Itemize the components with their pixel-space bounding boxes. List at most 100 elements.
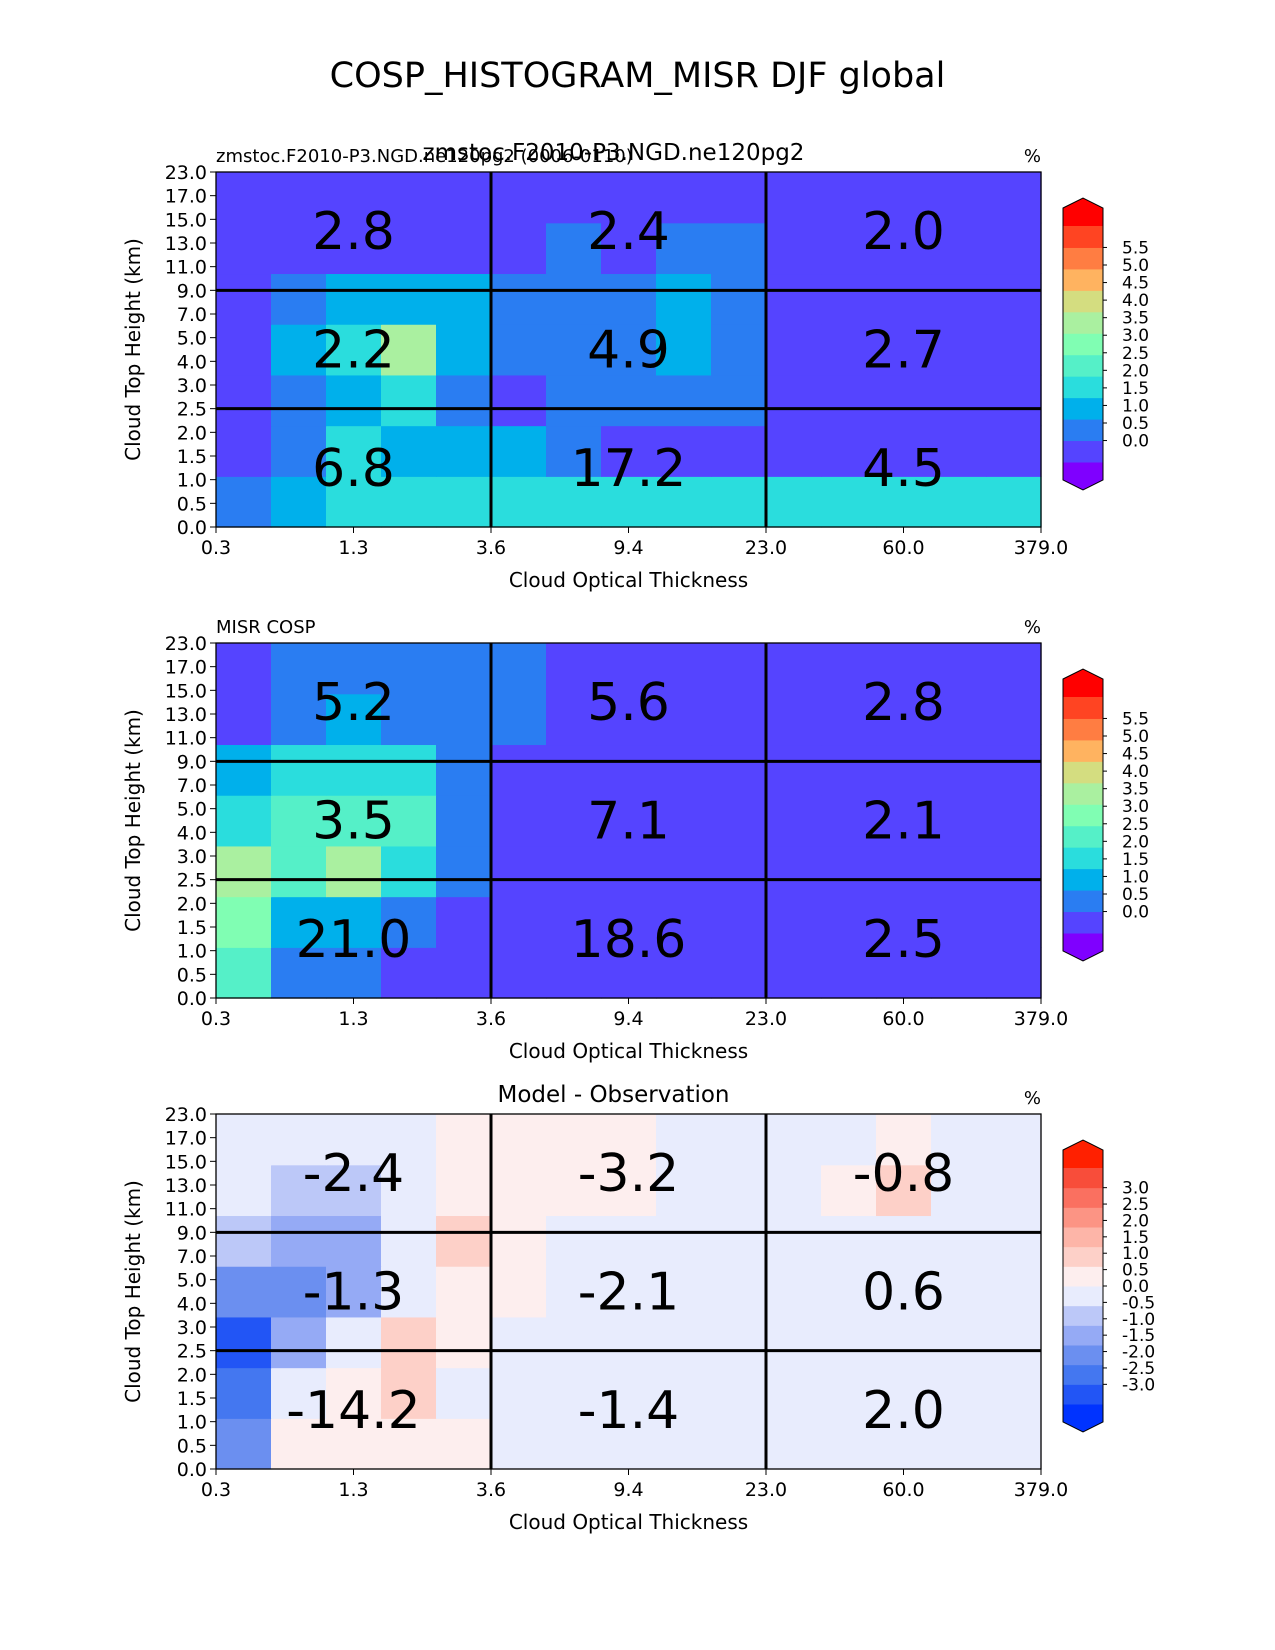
colorbar-segment xyxy=(1063,911,1103,934)
colorbar-segment xyxy=(1063,761,1103,784)
figure-title: COSP_HISTOGRAM_MISR DJF global xyxy=(329,56,946,96)
heatmap-cell xyxy=(326,1114,382,1166)
colorbar-tick-label: 2.0 xyxy=(1122,1211,1149,1231)
heatmap-cell xyxy=(986,1316,1042,1369)
heatmap-cell xyxy=(491,222,547,275)
heatmap-cell xyxy=(271,324,327,376)
heatmap-cell xyxy=(326,1266,382,1318)
panel-title-left: zmstoc.F2010-P3.NGD.ne120pg2 (0006-0110) xyxy=(216,146,633,167)
heatmap-cell xyxy=(216,172,272,224)
heatmap-cell xyxy=(876,896,932,948)
heatmap-cell xyxy=(986,172,1042,224)
y-tick-label: 2.5 xyxy=(177,1341,207,1363)
colorbar-segment xyxy=(1063,440,1103,463)
heatmap-cell xyxy=(766,795,822,847)
heatmap-cell xyxy=(821,896,877,948)
colorbar-tick-label: 4.5 xyxy=(1122,745,1149,765)
heatmap-cell xyxy=(931,273,987,325)
colorbar-tick-label: 1.5 xyxy=(1122,1228,1149,1248)
x-tick-label: 1.3 xyxy=(338,537,368,559)
colorbar-tick-label: 5.5 xyxy=(1122,238,1149,258)
heatmap-cell xyxy=(491,1266,547,1318)
heatmap-cell xyxy=(986,643,1042,695)
heatmap-cell xyxy=(986,947,1042,999)
heatmap-cell xyxy=(931,795,987,847)
heatmap-cell xyxy=(436,845,492,898)
colorbar-segment xyxy=(1063,1325,1103,1346)
colorbar-tick-label: 2.0 xyxy=(1122,832,1149,852)
panel-diff: -14.2 -1.4 2.0 -1.3 -2.1 0.6 -2.4 -3.2 -0.8 0.3 1.… xyxy=(121,1082,1155,1534)
heatmap-cell xyxy=(601,744,657,796)
heatmap-cell xyxy=(876,693,932,746)
heatmap-cell xyxy=(491,947,547,999)
heatmap-cell xyxy=(711,795,767,847)
heatmap-cell xyxy=(546,1316,602,1369)
heatmap-cell xyxy=(656,845,712,898)
colorbar-tick-label: 3.5 xyxy=(1122,309,1149,329)
heatmap-cell xyxy=(711,172,767,224)
heatmap-cell xyxy=(821,425,877,477)
heatmap-cell xyxy=(326,1316,382,1369)
heatmap-cell xyxy=(931,324,987,376)
heatmap-cell xyxy=(711,693,767,746)
heatmap-cell xyxy=(986,1215,1042,1267)
heatmap-cell xyxy=(821,1164,877,1217)
box-value-label: 7.1 xyxy=(587,792,670,852)
heatmap-cell xyxy=(216,643,272,695)
heatmap-cell xyxy=(216,1114,272,1166)
colorbar-segment xyxy=(1063,1305,1103,1326)
x-tick-label: 9.4 xyxy=(613,537,643,559)
heatmap-cell xyxy=(601,1316,657,1369)
heatmap-cell xyxy=(381,845,437,898)
colorbar-tick-label: 2.5 xyxy=(1122,344,1149,364)
heatmap-cell xyxy=(876,172,932,224)
heatmap-cell xyxy=(601,476,657,528)
heatmap-cell xyxy=(546,425,602,477)
y-tick-label: 3.0 xyxy=(177,846,207,868)
heatmap-cell xyxy=(491,1418,547,1470)
heatmap-cell xyxy=(326,845,382,898)
box-value-label: 2.0 xyxy=(862,1381,945,1441)
heatmap-cell xyxy=(326,795,382,847)
x-axis-label: Cloud Optical Thickness xyxy=(509,568,748,592)
heatmap-cell xyxy=(491,795,547,847)
y-tick-label: 11.0 xyxy=(165,1199,207,1221)
panel-units-label: % xyxy=(1024,146,1041,167)
heatmap-cell xyxy=(326,222,382,275)
colorbar-segment xyxy=(1063,247,1103,270)
heatmap-cell xyxy=(986,1418,1042,1470)
y-tick-label: 4.0 xyxy=(177,822,207,844)
heatmap-cell xyxy=(381,693,437,746)
colorbar-outline xyxy=(1062,197,1104,491)
heatmap-cell xyxy=(381,744,437,796)
heatmap-cell xyxy=(546,374,602,427)
heatmap-cell xyxy=(986,845,1042,898)
heatmap-cell xyxy=(601,172,657,224)
box-value-label: 2.8 xyxy=(862,673,945,733)
heatmap-cell xyxy=(766,1114,822,1166)
heatmap-cell xyxy=(711,374,767,427)
colorbar-segment xyxy=(1063,290,1103,313)
heatmap-cell xyxy=(601,1215,657,1267)
heatmap-cell xyxy=(931,1418,987,1470)
heatmap-cell xyxy=(601,1418,657,1470)
colorbar-tick-label: -2.0 xyxy=(1122,1343,1155,1363)
heatmap-cell xyxy=(546,795,602,847)
heatmap-cell xyxy=(876,1266,932,1318)
heatmap-cell xyxy=(876,324,932,376)
heatmap-cell xyxy=(821,374,877,427)
colorbar-tick-label: 5.0 xyxy=(1122,256,1149,276)
colorbar-tick-label: 1.5 xyxy=(1122,850,1149,870)
heatmap-cell xyxy=(986,1266,1042,1318)
colorbar-segment xyxy=(1063,847,1103,870)
heatmap-cell xyxy=(216,1266,272,1318)
heatmap-cell xyxy=(271,744,327,796)
heatmap-cell xyxy=(821,1367,877,1419)
heatmap-cell xyxy=(821,1114,877,1166)
panel-obs: 21.0 18.6 2.5 3.5 7.1 2.1 5.2 5.6 2.8 0.3 1.3 3.6 9.… xyxy=(121,617,1149,1063)
colorbar-segment xyxy=(1063,1364,1103,1385)
box-value-label: 2.0 xyxy=(862,202,945,262)
heatmap-cell xyxy=(271,425,327,477)
y-tick-label: 2.0 xyxy=(177,422,207,444)
heatmap-cell xyxy=(326,744,382,796)
